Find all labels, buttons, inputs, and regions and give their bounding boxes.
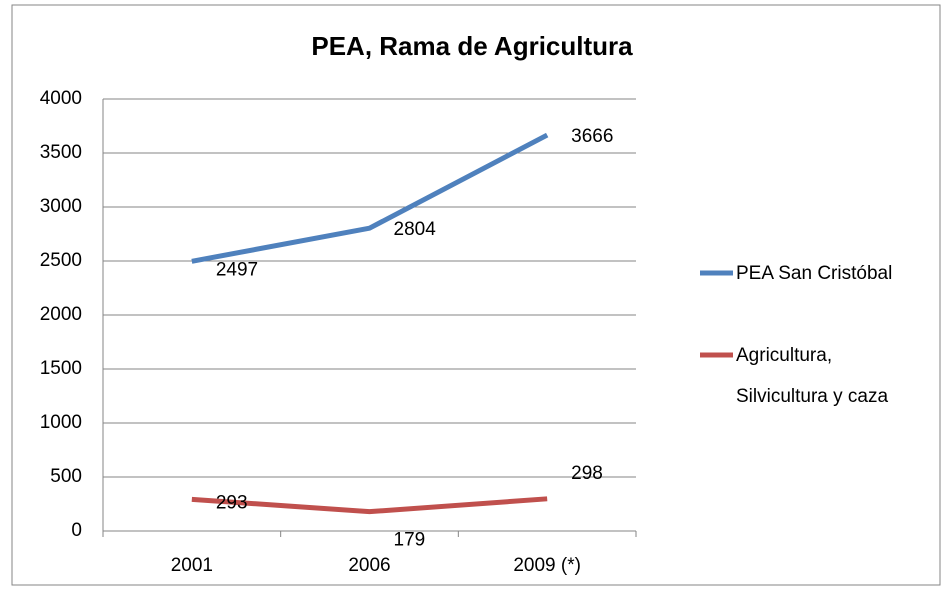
series-line [191,496,548,515]
data-label: 2497 [216,259,258,280]
series-line [191,132,549,264]
data-label: 179 [394,530,426,551]
x-tick-label: 2009 (*) [513,555,581,576]
data-label: 3666 [571,126,613,147]
y-tick-label: 3000 [40,196,82,217]
y-tick-label: 2500 [40,250,82,271]
data-label: 2804 [394,219,437,240]
y-tick-label: 500 [50,466,82,487]
data-label: 293 [216,492,248,513]
y-tick-label: 4000 [40,88,82,109]
y-tick-label: 2000 [40,304,82,325]
data-label: 298 [571,463,603,484]
x-tick-label: 2006 [348,555,390,576]
legend-label: Agricultura, Silvicultura y caza [736,345,889,407]
y-tick-label: 0 [71,520,82,541]
y-tick-label: 1000 [40,412,82,433]
y-tick-label: 1500 [40,358,82,379]
legend-label: PEA San Cristóbal [736,263,893,284]
chart-border [11,4,941,586]
y-tick-label: 3500 [40,142,82,163]
x-tick-label: 2001 [171,555,213,576]
chart-title: PEA, Rama de Agricultura [311,31,633,61]
